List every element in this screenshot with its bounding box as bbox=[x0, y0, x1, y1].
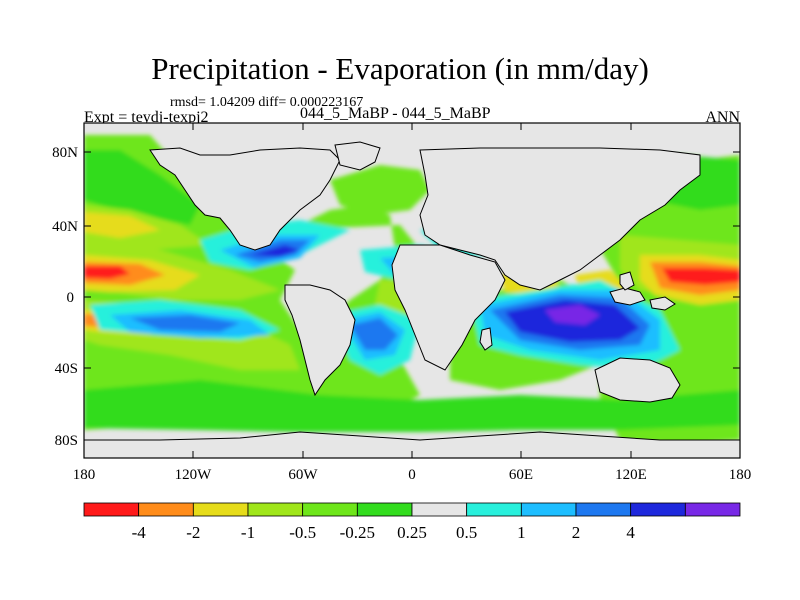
colorbar-swatch bbox=[630, 502, 686, 517]
map-field bbox=[84, 123, 740, 458]
colorbar-labels: -4 -2 -1 -0.5 -0.25 0.25 0.5 1 2 4 bbox=[132, 523, 636, 542]
ocean-green-north-pacific bbox=[84, 150, 200, 225]
ocean-green-north-atlantic bbox=[330, 165, 430, 215]
colorbar-swatch bbox=[83, 502, 140, 517]
colorbar-label: -0.25 bbox=[340, 523, 375, 542]
case-label: 044_5_MaBP - 044_5_MaBP bbox=[300, 105, 491, 122]
colorbar bbox=[83, 502, 741, 517]
ocean-yellow-north-pacific bbox=[84, 212, 160, 238]
colorbar-swatch bbox=[575, 502, 632, 517]
colorbar-swatch bbox=[192, 502, 249, 517]
continent-antarctica bbox=[84, 431, 740, 458]
continent-new-guinea bbox=[649, 296, 676, 311]
continent-africa bbox=[391, 244, 506, 371]
continent-madagascar bbox=[479, 327, 493, 351]
ocean-field-layer bbox=[84, 135, 740, 445]
colorbar-swatch bbox=[247, 502, 304, 517]
ocean-green-southern bbox=[84, 380, 740, 432]
continent-greenland bbox=[334, 141, 381, 171]
y-axis-ticks bbox=[84, 151, 740, 441]
stats-line: rmsd= 1.04209 diff= 0.000223167 bbox=[170, 95, 364, 110]
colorbar-swatch bbox=[138, 502, 194, 517]
colorbar-label: 0.25 bbox=[397, 523, 427, 542]
ocean-deepblue-itcz bbox=[250, 245, 300, 257]
x-tick-label: 60W bbox=[288, 467, 318, 483]
experiment-label: Expt = teydj-texpj2 bbox=[84, 109, 209, 126]
x-tick-label: 180 bbox=[73, 467, 96, 483]
colorbar-label: 0.5 bbox=[456, 523, 477, 542]
x-axis-labels: 180 120W 60W 0 60E 120E 180 bbox=[73, 467, 752, 483]
colorbar-swatch bbox=[411, 502, 468, 517]
x-tick-label: 180 bbox=[729, 467, 752, 483]
colorbar-label: -1 bbox=[241, 523, 255, 542]
y-tick-label: 80S bbox=[55, 433, 78, 449]
colorbar-label: -0.5 bbox=[289, 523, 316, 542]
continent-north-america bbox=[149, 147, 341, 251]
colorbar-swatch bbox=[356, 502, 413, 517]
y-tick-label: 40N bbox=[52, 219, 78, 235]
colorbar-swatch bbox=[466, 502, 522, 517]
colorbar-swatch bbox=[520, 502, 577, 517]
continent-eurasia bbox=[419, 147, 701, 291]
colorbar-label: 4 bbox=[626, 523, 635, 542]
plot-title: Precipitation - Evaporation (in mm/day) bbox=[151, 51, 649, 86]
ocean-purple-maximum bbox=[545, 305, 600, 325]
y-axis-labels: 80N 40N 0 40S 80S bbox=[52, 145, 78, 449]
continent-south-america bbox=[284, 284, 356, 397]
y-tick-label: 40S bbox=[55, 361, 78, 377]
continents bbox=[84, 141, 740, 458]
colorbar-swatch bbox=[684, 502, 741, 517]
ocean-blue-south-pacific bbox=[130, 315, 240, 332]
colorbar-swatch bbox=[302, 502, 358, 517]
x-tick-label: 120W bbox=[175, 467, 213, 483]
colorbar-label: 1 bbox=[517, 523, 526, 542]
colorbar-label: -4 bbox=[132, 523, 147, 542]
x-tick-label: 0 bbox=[408, 467, 416, 483]
y-tick-label: 0 bbox=[67, 290, 75, 306]
ocean-red-west-pacific bbox=[662, 268, 740, 285]
ocean-blue-south-atlantic bbox=[350, 318, 398, 350]
colorbar-label: -2 bbox=[186, 523, 200, 542]
colorbar-label: 2 bbox=[572, 523, 581, 542]
ocean-red-east-pacific bbox=[84, 266, 130, 279]
x-tick-label: 60E bbox=[509, 467, 533, 483]
x-axis-ticks bbox=[83, 123, 741, 458]
x-tick-label: 120E bbox=[615, 467, 647, 483]
y-tick-label: 80N bbox=[52, 145, 78, 161]
continent-australia bbox=[594, 357, 681, 403]
season-label: ANN bbox=[705, 109, 740, 126]
continent-japan bbox=[619, 271, 635, 291]
